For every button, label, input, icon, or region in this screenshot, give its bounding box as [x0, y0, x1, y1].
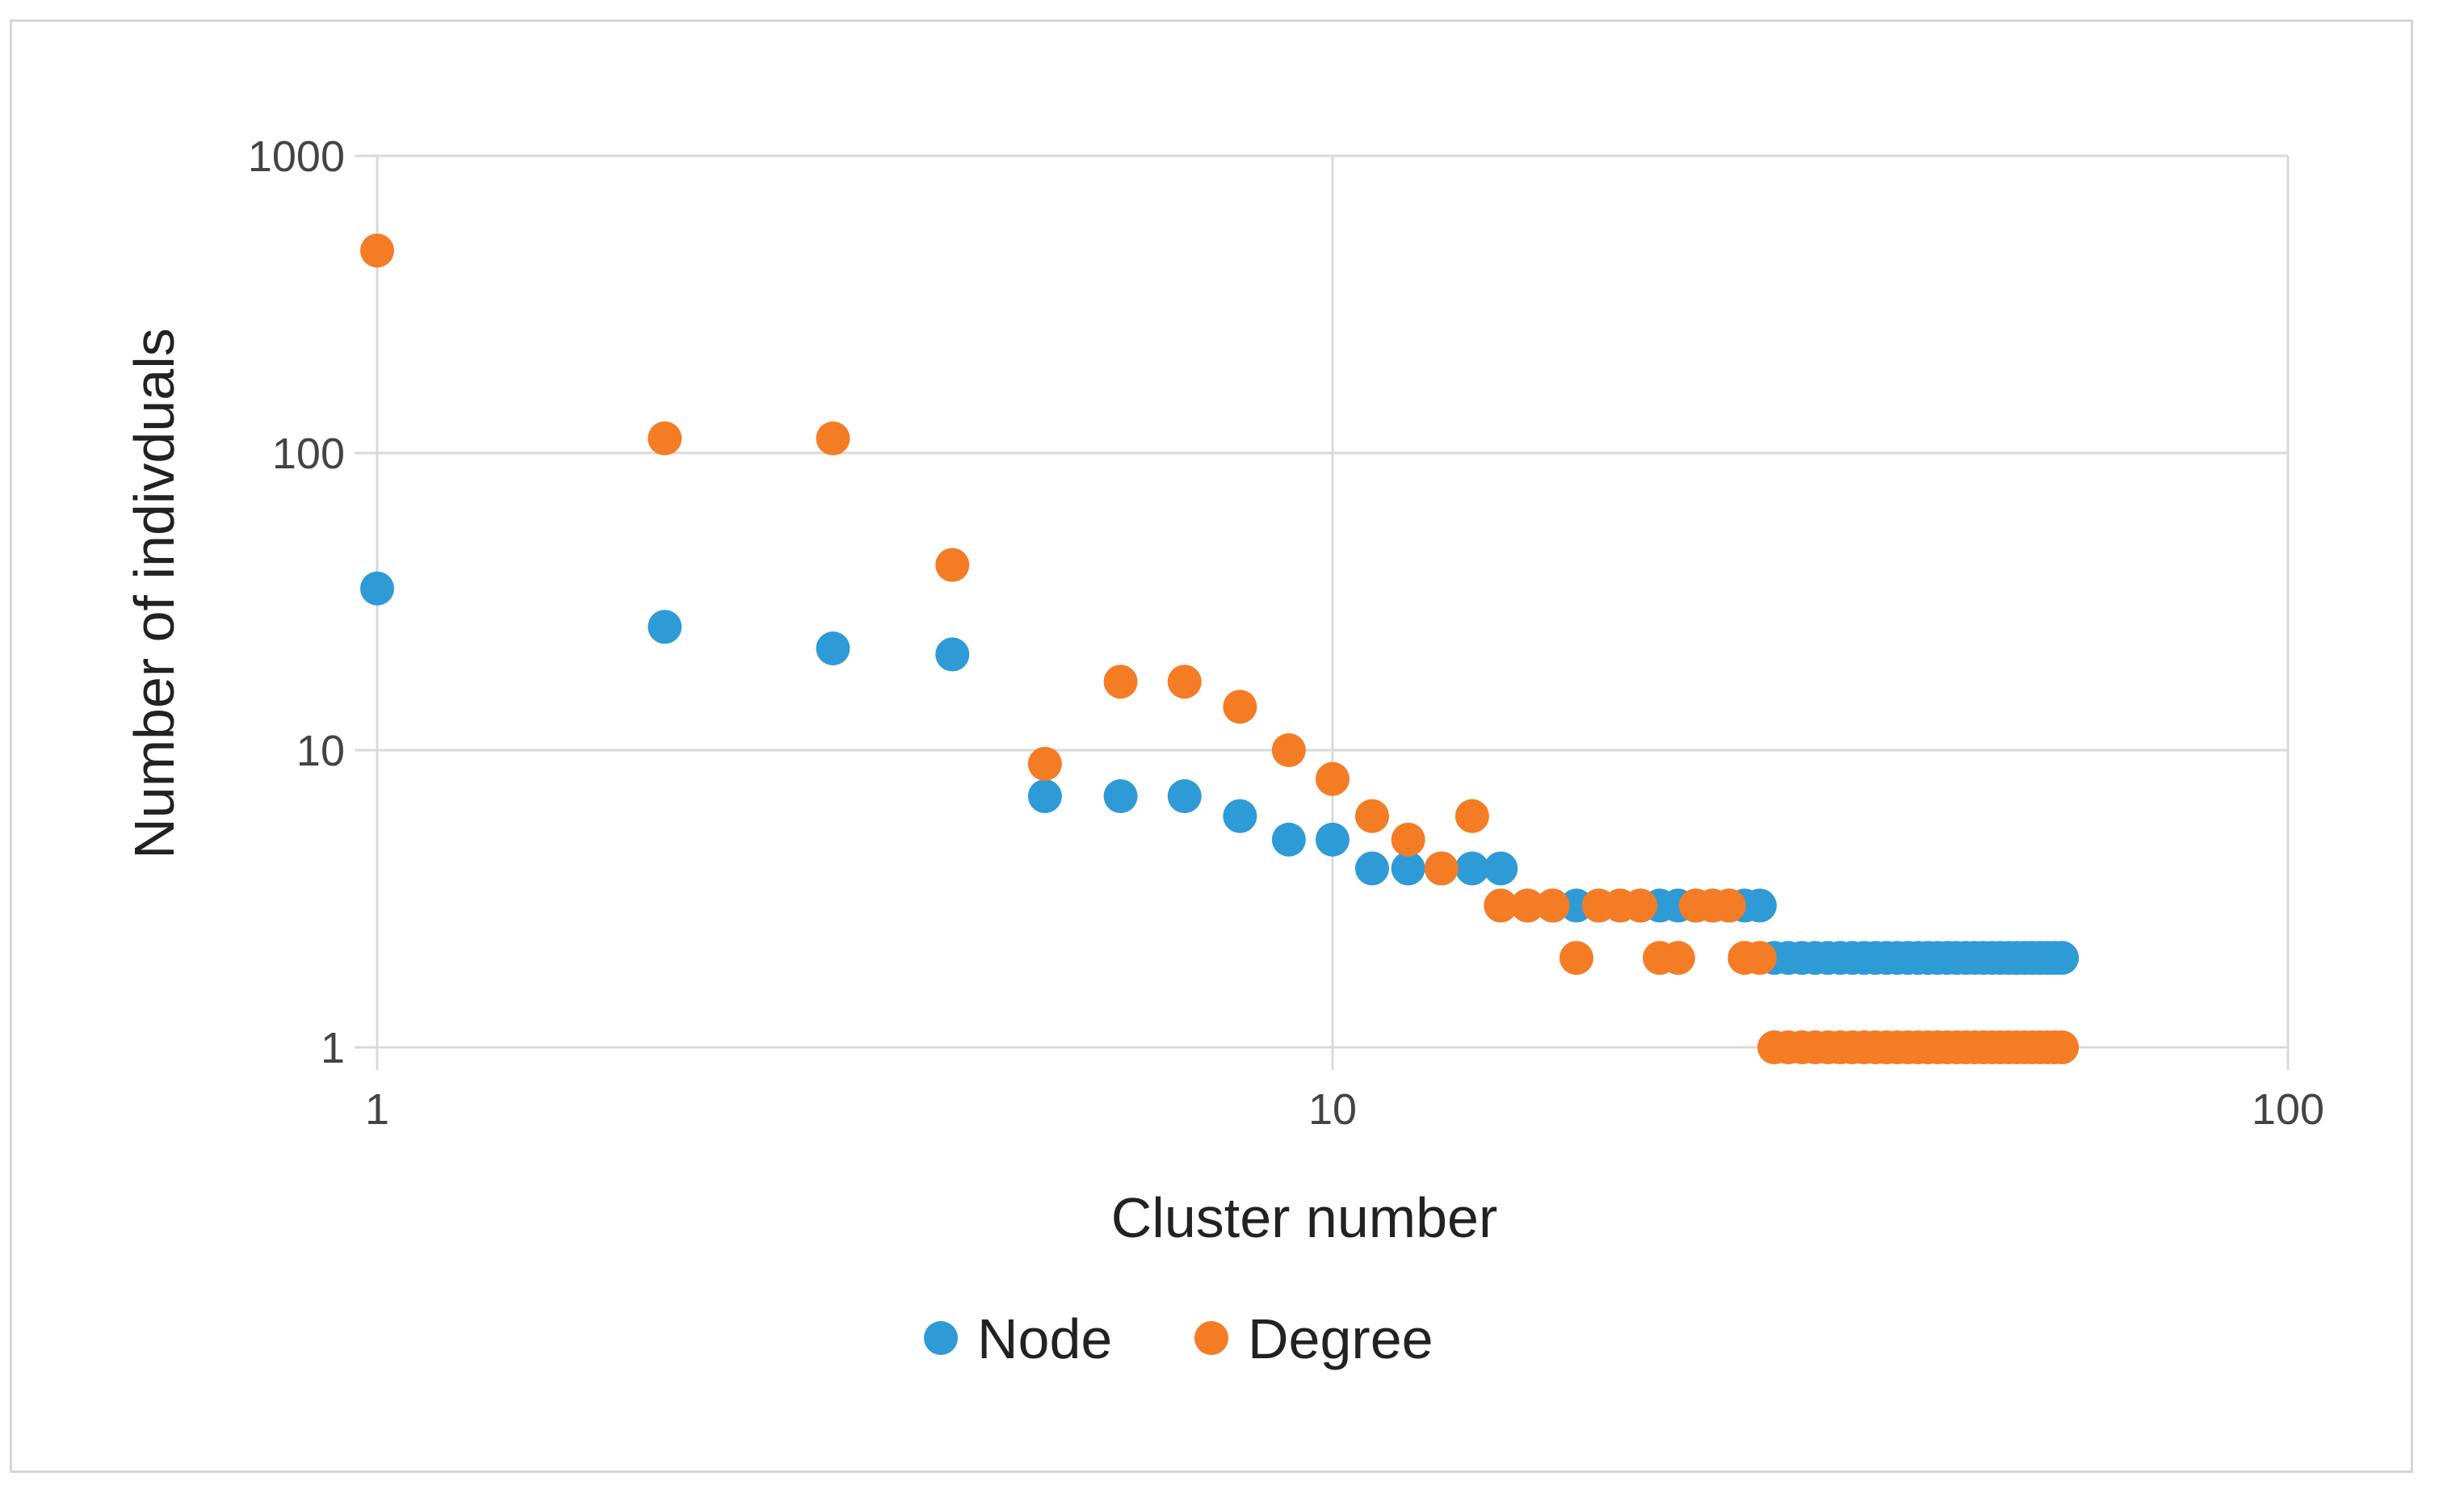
degree-point	[1223, 690, 1257, 724]
node-point	[1103, 779, 1138, 814]
degree-point	[1354, 799, 1389, 833]
x-axis-ticks: 1 10 100	[365, 1085, 2324, 1134]
degree-point	[1271, 733, 1306, 767]
degree-point	[935, 547, 970, 582]
node-point	[1484, 851, 1518, 886]
legend-label-degree: Degree	[1248, 1307, 1433, 1370]
degree-point	[1535, 888, 1570, 923]
node-point	[935, 637, 970, 672]
legend-marker-node	[924, 1321, 958, 1355]
degree-point	[1391, 822, 1425, 857]
node-point	[1354, 851, 1389, 886]
data-points	[360, 233, 2080, 1064]
degree-point	[2045, 1030, 2080, 1064]
x-axis-title: Cluster number	[1111, 1186, 1498, 1249]
series-node	[360, 571, 2080, 975]
gridlines	[355, 154, 2290, 1070]
degree-point	[1559, 941, 1593, 975]
y-axis-ticks: 1 10 100 1000	[248, 132, 345, 1072]
degree-point	[1424, 851, 1459, 886]
node-point	[1271, 822, 1306, 857]
degree-point	[1454, 799, 1489, 833]
y-tick-label: 1	[321, 1024, 345, 1072]
node-point	[1027, 779, 1062, 814]
node-point	[360, 571, 394, 606]
degree-point	[816, 421, 850, 455]
degree-point	[1660, 941, 1695, 975]
series-degree	[360, 233, 2080, 1064]
degree-point	[648, 421, 682, 455]
y-tick-label: 1000	[248, 132, 345, 181]
node-point	[2045, 941, 2080, 975]
degree-point	[1103, 665, 1138, 699]
scatter-chart: 1 10 100 1000 1 10 100 Cluster number Number …	[123, 132, 2324, 1370]
degree-point	[1510, 888, 1545, 923]
node-point	[1742, 888, 1777, 923]
node-point	[816, 631, 850, 665]
y-tick-label: 100	[272, 430, 345, 478]
degree-point	[1027, 746, 1062, 781]
node-point	[1454, 851, 1489, 886]
x-tick-label: 10	[1308, 1085, 1357, 1134]
degree-point	[1742, 941, 1777, 975]
y-tick-label: 10	[296, 727, 345, 775]
degree-point	[1484, 888, 1518, 923]
node-point	[1223, 799, 1257, 833]
degree-point	[1623, 888, 1658, 923]
degree-point	[1316, 761, 1350, 796]
legend-label-node: Node	[977, 1307, 1112, 1370]
degree-point	[1167, 665, 1202, 699]
node-point	[1167, 779, 1202, 814]
y-axis-title: Number of indivduals	[123, 328, 186, 859]
node-point	[1391, 851, 1425, 886]
node-point	[1316, 822, 1350, 857]
x-tick-label: 1	[365, 1085, 389, 1134]
legend: Node Degree	[924, 1307, 1433, 1370]
chart-frame: 1 10 100 1000 1 10 100 Cluster number Number …	[10, 19, 2413, 1473]
degree-point	[360, 233, 394, 268]
node-point	[648, 610, 682, 644]
degree-point	[1711, 888, 1746, 923]
legend-marker-degree	[1194, 1321, 1228, 1355]
x-tick-label: 100	[2252, 1085, 2324, 1134]
